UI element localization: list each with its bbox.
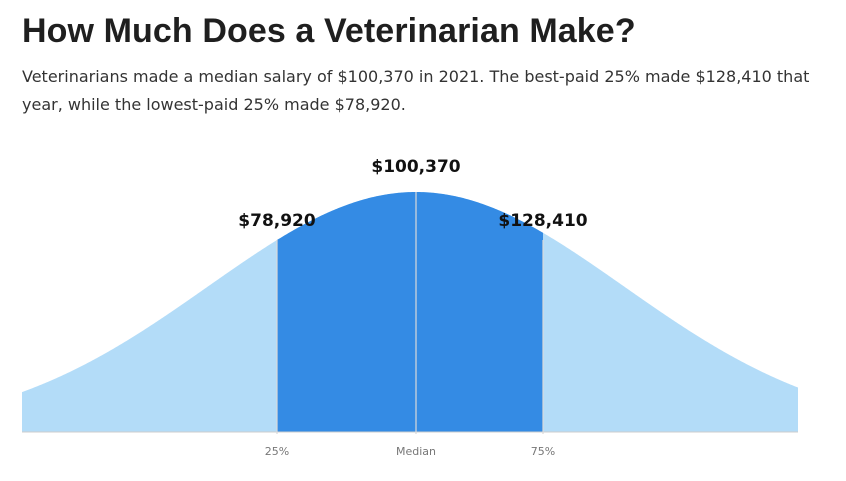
value-label-p75: $128,410 <box>498 211 587 231</box>
page-subtitle: Veterinarians made a median salary of $1… <box>22 67 810 114</box>
tick-label-median: Median <box>396 445 436 458</box>
percentile-markers: $78,920 25% $100,370 Median $128,410 75% <box>238 157 588 458</box>
value-label-p25: $78,920 <box>238 211 316 231</box>
page-title: How Much Does a Veterinarian Make? <box>22 12 636 50</box>
value-label-median: $100,370 <box>371 157 460 177</box>
tick-label-p75: 75% <box>531 445 555 458</box>
tick-label-p25: 25% <box>265 445 289 458</box>
interquartile-range-area <box>277 192 543 432</box>
